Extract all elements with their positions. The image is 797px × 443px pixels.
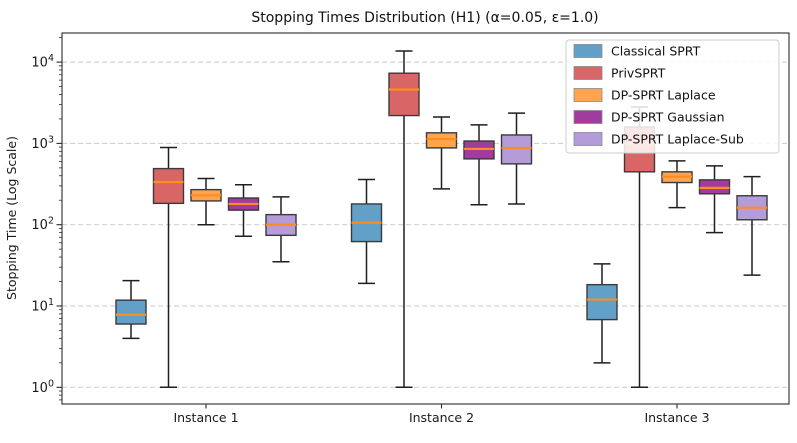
box-dp-sprt-gaussian-instance-2 — [463, 124, 495, 206]
y-tick-label-1e1: 101 — [31, 297, 54, 315]
legend-frame — [565, 39, 780, 154]
box-dp-sprt-laplace-instance-1 — [190, 177, 222, 226]
legend-label-classical-sprt: Classical SPRT — [611, 44, 701, 59]
legend-label-dp-sprt-laplace: DP-SPRT Laplace — [611, 88, 716, 103]
y-axis-label: Stopping Time (Log Scale) — [4, 136, 19, 300]
x-tick-label-instance-2: Instance 2 — [409, 410, 474, 425]
box-classical-sprt-instance-3 — [586, 263, 618, 364]
box-dp-sprt-gaussian-instance-1 — [227, 184, 260, 238]
legend-swatch-classical-sprt — [573, 44, 603, 58]
y-tick-label-1e3: 103 — [31, 134, 54, 152]
plot-frame — [61, 32, 790, 405]
box-classical-sprt-instance-2 — [350, 178, 383, 285]
x-tick-label-instance-3: Instance 3 — [644, 410, 709, 425]
chart-layer — [56, 37, 789, 409]
box-body — [388, 72, 420, 117]
y-tick-label-1e0: 100 — [31, 378, 54, 396]
chart-title: Stopping Times Distribution (H1) (α=0.05… — [251, 10, 598, 26]
legend: Classical SPRT PrivSPRT DP-SPRT Laplace … — [565, 39, 780, 154]
legend-swatch-privsprt — [573, 66, 603, 80]
box-dp-sprt-gaussian-instance-3 — [698, 165, 731, 234]
box-privsprt-instance-2 — [388, 50, 420, 389]
y-tick-label-1e4: 104 — [31, 53, 54, 71]
box-body — [152, 167, 185, 205]
box-dp-sprt-laplace-sub-instance-2 — [500, 112, 533, 205]
legend-entry-dp-sprt-gaussian: DP-SPRT Gaussian — [573, 110, 725, 125]
x-tick-label-instance-1: Instance 1 — [173, 410, 238, 425]
box-classical-sprt-instance-1 — [115, 279, 147, 340]
legend-label-privsprt: PrivSPRT — [611, 66, 666, 81]
legend-entry-privsprt: PrivSPRT — [573, 66, 666, 81]
legend-swatch-dp-sprt-laplace-sub — [573, 132, 603, 146]
legend-entry-dp-sprt-laplace-sub: DP-SPRT Laplace-Sub — [573, 132, 744, 147]
box-dp-sprt-laplace-instance-2 — [425, 116, 458, 190]
box-body — [500, 134, 533, 165]
box-body — [425, 132, 458, 149]
legend-entry-dp-sprt-laplace: DP-SPRT Laplace — [573, 88, 716, 103]
box-privsprt-instance-1 — [152, 146, 185, 389]
legend-label-dp-sprt-laplace-sub: DP-SPRT Laplace-Sub — [611, 132, 744, 147]
legend-swatch-dp-sprt-gaussian — [573, 110, 603, 124]
box-dp-sprt-laplace-sub-instance-3 — [736, 175, 768, 276]
box-dp-sprt-laplace-sub-instance-1 — [265, 196, 297, 263]
legend-entry-classical-sprt: Classical SPRT — [573, 44, 701, 59]
y-tick-label-1e2: 102 — [31, 216, 54, 234]
legend-swatch-dp-sprt-laplace — [573, 88, 603, 102]
box-dp-sprt-laplace-instance-3 — [661, 160, 693, 209]
legend-label-dp-sprt-gaussian: DP-SPRT Gaussian — [611, 110, 725, 125]
box-body — [586, 283, 618, 321]
box-body — [115, 299, 147, 325]
